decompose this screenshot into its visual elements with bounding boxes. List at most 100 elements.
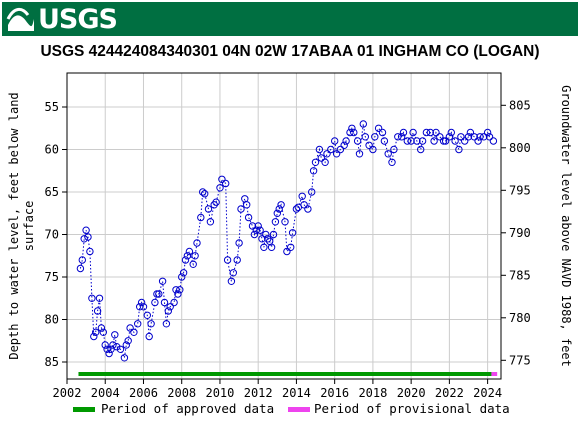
- data-point: [139, 303, 148, 311]
- data-point: [82, 226, 90, 234]
- grid: [66, 73, 501, 379]
- data-point: [380, 137, 389, 145]
- x-tick-label: 2018: [358, 386, 387, 400]
- data-point: [254, 222, 262, 230]
- series-line: [79, 123, 494, 360]
- y-tick-label-left: 75: [45, 270, 59, 284]
- data-point: [136, 303, 144, 311]
- data-point: [244, 213, 253, 222]
- y-tick-label-right: 805: [509, 98, 531, 112]
- data-point: [233, 256, 241, 264]
- y-tick-label-right: 795: [509, 183, 531, 197]
- x-tick-label: 2008: [167, 386, 196, 400]
- data-point: [451, 137, 459, 145]
- data-point: [122, 341, 131, 349]
- data-point: [126, 324, 134, 332]
- data-point: [342, 137, 350, 145]
- data-point: [327, 145, 335, 154]
- data-point: [160, 298, 169, 307]
- data-point: [308, 188, 316, 196]
- data-point: [155, 290, 163, 298]
- x-tick-label: 2022: [435, 386, 464, 400]
- data-point: [277, 201, 285, 209]
- data-point: [455, 145, 463, 154]
- banner-bar: [2, 2, 578, 36]
- data-point: [311, 158, 320, 167]
- data-point: [179, 269, 188, 277]
- data-point: [201, 190, 209, 198]
- data-point: [252, 226, 260, 234]
- data-point: [275, 205, 283, 213]
- provisional-period-bar: [491, 372, 498, 376]
- data-point: [304, 205, 312, 213]
- data-point: [390, 145, 398, 154]
- data-point: [336, 145, 345, 154]
- data-point: [260, 243, 268, 252]
- data-point: [178, 273, 186, 281]
- data-point: [116, 345, 125, 353]
- x-tick-label: 2020: [397, 386, 426, 400]
- data-point: [243, 201, 251, 209]
- data-series: [76, 120, 498, 362]
- data-point: [162, 320, 171, 328]
- legend-approved-label: Period of approved data: [101, 401, 274, 416]
- data-point: [227, 277, 236, 285]
- x-tick-label: 2006: [129, 386, 158, 400]
- y-tick-label-right: 800: [509, 141, 531, 155]
- data-point: [256, 226, 264, 234]
- usgs-logo[interactable]: USGS: [6, 4, 118, 35]
- data-point: [355, 150, 364, 158]
- data-point: [134, 320, 142, 328]
- data-point: [199, 188, 207, 196]
- data-point: [105, 349, 113, 358]
- data-point: [164, 307, 173, 315]
- data-point: [430, 137, 438, 145]
- data-point: [288, 229, 297, 237]
- data-point: [267, 243, 276, 252]
- axis-ticks: [62, 104, 506, 384]
- data-point: [399, 128, 408, 137]
- usgs-banner: USGS: [0, 0, 580, 40]
- y-tick-label-left: 70: [45, 228, 59, 242]
- data-point: [147, 320, 155, 328]
- data-point: [101, 341, 109, 349]
- data-point: [476, 133, 484, 141]
- data-point: [483, 128, 492, 137]
- data-point: [145, 332, 153, 341]
- data-point: [378, 128, 387, 137]
- y-tick-label-left: 80: [45, 313, 59, 327]
- data-point: [84, 233, 92, 241]
- data-point: [374, 124, 383, 133]
- data-point: [332, 150, 341, 158]
- data-point: [204, 205, 213, 213]
- data-point: [191, 252, 199, 260]
- data-point: [300, 201, 308, 209]
- data-point: [287, 243, 295, 252]
- data-point: [158, 277, 167, 285]
- data-point: [388, 158, 396, 167]
- data-point: [92, 328, 100, 336]
- data-point: [409, 128, 417, 137]
- x-tick-label: 2010: [205, 386, 234, 400]
- data-point: [223, 256, 232, 264]
- data-point: [95, 294, 104, 302]
- data-point: [331, 137, 339, 145]
- legend-approved-swatch: [73, 407, 95, 412]
- y-tick-label-right: 780: [509, 311, 531, 325]
- data-point: [113, 343, 121, 351]
- data-point: [422, 128, 431, 137]
- x-tick-label: 2004: [91, 386, 120, 400]
- data-point: [447, 128, 455, 137]
- data-point: [464, 133, 473, 141]
- data-point: [413, 137, 421, 145]
- legend: Period of approved data Period of provis…: [73, 401, 510, 416]
- data-point: [248, 222, 257, 230]
- data-point: [397, 133, 406, 141]
- data-point: [93, 307, 102, 315]
- data-point: [103, 345, 111, 353]
- data-point: [353, 137, 362, 145]
- data-point: [369, 145, 377, 154]
- data-point: [151, 298, 159, 307]
- data-point: [258, 235, 266, 243]
- data-point: [76, 264, 85, 273]
